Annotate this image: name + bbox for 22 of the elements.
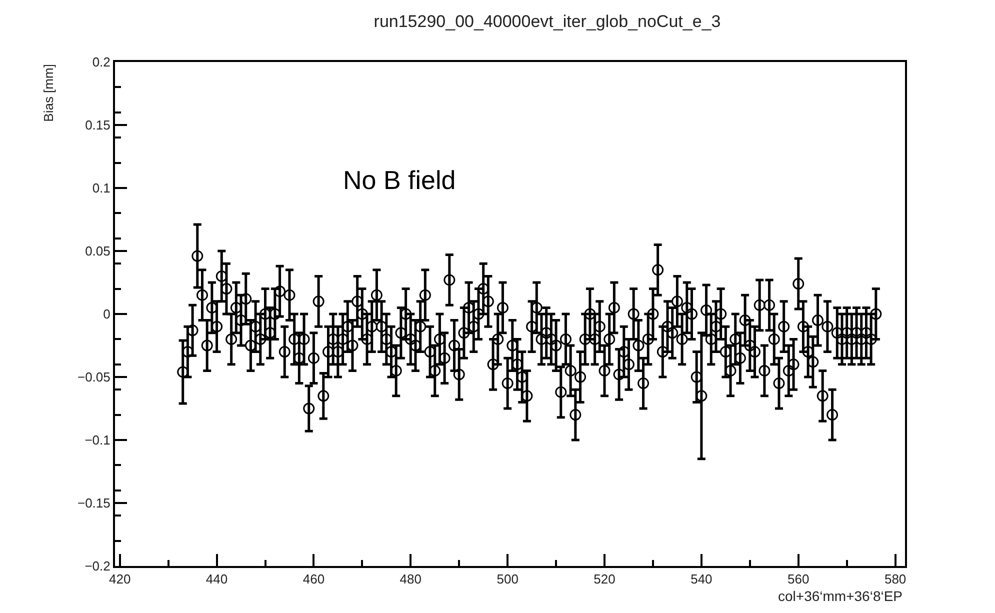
x-tick-label: 540 — [690, 572, 712, 587]
x-tick-label: 420 — [109, 572, 131, 587]
y-tick-label: −0.15 — [77, 496, 110, 511]
x-tick-label: 480 — [400, 572, 422, 587]
y-tick-label: −0.1 — [84, 432, 110, 448]
y-tick-label: 0.1 — [92, 180, 110, 196]
y-tick-label: 0.15 — [85, 118, 110, 133]
y-axis-title: Bias [mm] — [40, 64, 56, 122]
x-tick-label: 560 — [788, 572, 810, 587]
x-tick-label: 580 — [884, 572, 906, 587]
annotation: No B field — [343, 165, 456, 195]
x-tick-label: 500 — [496, 572, 518, 587]
y-tick-label: 0 — [103, 306, 110, 322]
y-tick-label: −0.05 — [77, 370, 110, 385]
y-tick-label: 0.05 — [85, 244, 110, 259]
y-tick-label: 0.2 — [92, 54, 110, 70]
x-tick-label: 440 — [206, 572, 228, 587]
x-tick-label: 460 — [302, 572, 325, 587]
y-tick-label: −0.2 — [84, 558, 110, 574]
x-axis-title: col+36‘mm+36‘8‘EP — [778, 588, 903, 604]
chart-title: run15290_00_40000evt_iter_glob_noCut_e_3 — [374, 12, 721, 32]
x-tick-label: 520 — [594, 572, 616, 587]
